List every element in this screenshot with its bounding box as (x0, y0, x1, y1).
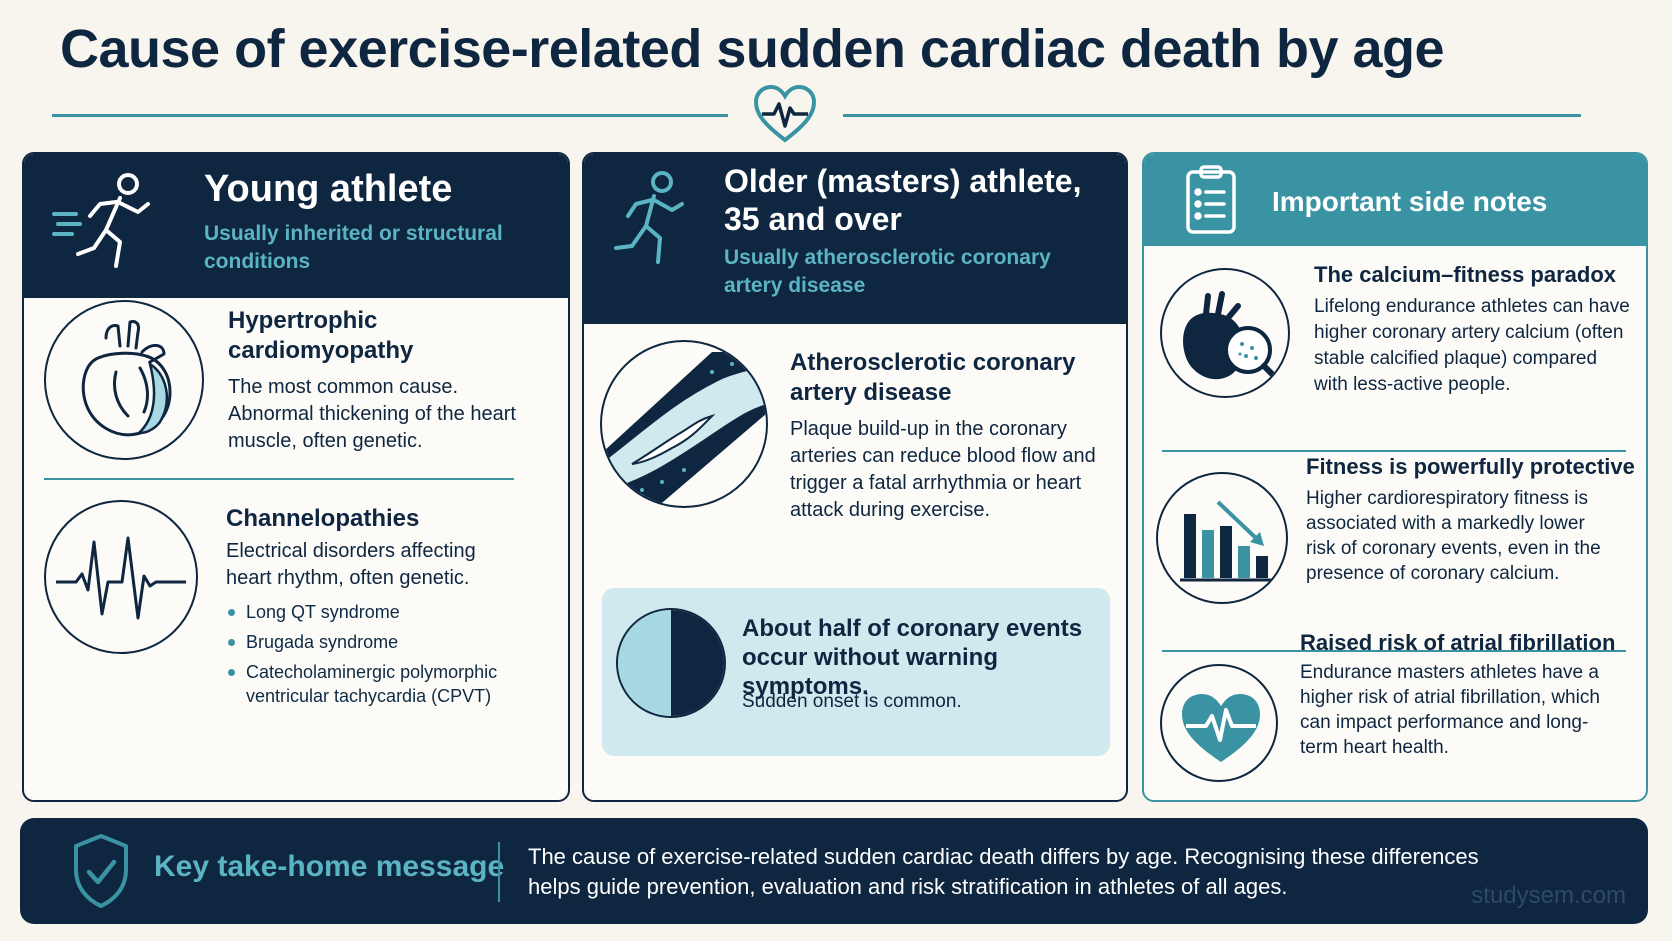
list-item: Catecholaminergic polymorphic ventricula… (226, 660, 546, 708)
title-divider-left (52, 114, 728, 117)
running-figure-icon (52, 173, 150, 268)
title-divider-right (843, 114, 1581, 117)
page-title: Cause of exercise-related sudden cardiac… (60, 19, 1445, 79)
warning-callout: About half of coronary events occur with… (602, 588, 1110, 756)
callout-text: Sudden onset is common. (742, 691, 962, 712)
hcm-text: The most common cause. Abnormal thickeni… (228, 376, 516, 452)
take-home-text: The cause of exercise-related sudden car… (528, 844, 1479, 899)
young-athlete-heading: Young athlete (204, 168, 453, 210)
side-notes-card: Important side notes The calcium–fitness… (1142, 152, 1648, 802)
older-athlete-heading: Older (masters) athlete, 35 and over (724, 163, 1082, 237)
take-home-banner: Key take-home message The cause of exerc… (20, 818, 1648, 924)
heart-magnifier-icon (1160, 268, 1290, 398)
cad-title: Atherosclerotic coronary artery disease (790, 349, 1076, 406)
calcium-paradox-title: The calcium–fitness paradox (1314, 262, 1616, 287)
clipboard-checklist-icon (1186, 165, 1236, 234)
running-figure-icon (614, 171, 684, 264)
older-athlete-card: Older (masters) athlete, 35 and over Usu… (582, 152, 1128, 802)
young-athlete-subheading: Usually inherited or structural conditio… (204, 222, 503, 273)
channelopathies-text: Electrical disorders affecting heart rhy… (226, 540, 476, 589)
young-athlete-header: Young athlete Usually inherited or struc… (24, 154, 568, 298)
footer-divider (498, 842, 500, 902)
ecg-waveform-icon (44, 500, 198, 654)
heart-pulse-icon (753, 84, 817, 143)
channelopathies-list: Long QT syndrome Brugada syndrome Catech… (226, 600, 546, 714)
channelopathies-title: Channelopathies (226, 505, 420, 532)
older-athlete-subheading: Usually atherosclerotic coronary artery … (724, 246, 1051, 297)
callout-title: About half of coronary events occur with… (742, 615, 1083, 700)
atrial-fibrillation-text: Endurance masters athletes have a higher… (1300, 662, 1600, 758)
section-divider (1162, 650, 1626, 652)
artery-plaque-icon (600, 340, 768, 508)
section-divider (44, 478, 514, 480)
side-notes-heading: Important side notes (1272, 186, 1548, 217)
cad-text: Plaque build-up in the coronary arteries… (790, 418, 1096, 521)
shield-check-icon (74, 834, 128, 908)
calcium-paradox-text: Lifelong endurance athletes can have hig… (1314, 296, 1630, 395)
half-circle-icon (616, 608, 726, 718)
older-athlete-header: Older (masters) athlete, 35 and over Usu… (584, 154, 1126, 324)
side-notes-header: Important side notes (1144, 154, 1646, 246)
heart-anatomy-icon (44, 300, 204, 460)
atrial-fibrillation-title: Raised risk of atrial fibrillation (1300, 630, 1616, 655)
fitness-protective-title: Fitness is powerfully protective (1306, 454, 1635, 479)
young-athlete-card: Young athlete Usually inherited or struc… (22, 152, 570, 802)
fitness-protective-text: Higher cardiorespiratory fitness is asso… (1306, 488, 1601, 584)
list-item: Brugada syndrome (226, 630, 546, 654)
hcm-title: Hypertrophic cardiomyopathy (228, 307, 414, 364)
list-item: Long QT syndrome (226, 600, 546, 624)
heart-pulse-icon (1160, 664, 1278, 782)
watermark: studysem.com (1471, 882, 1626, 909)
section-divider (1162, 450, 1626, 452)
declining-bar-chart-icon (1156, 472, 1288, 604)
take-home-title: Key take-home message (154, 850, 505, 883)
